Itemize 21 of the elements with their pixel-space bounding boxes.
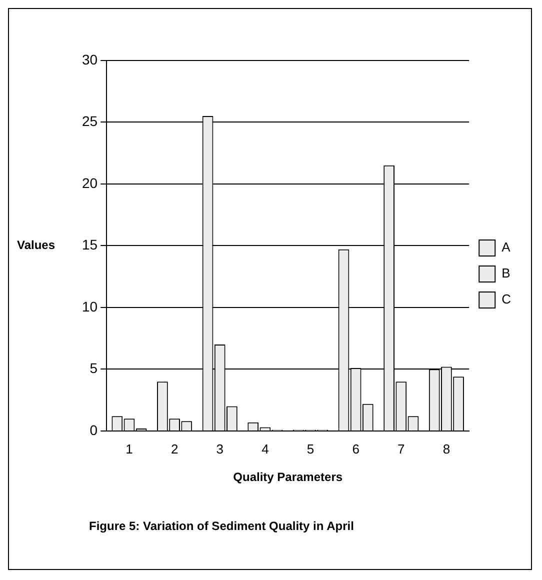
y-tick-label: 30 — [82, 51, 98, 68]
y-tick-label: 25 — [82, 113, 98, 130]
x-tick-label: 4 — [262, 441, 269, 456]
x-tick-label: 5 — [306, 441, 314, 456]
y-tick-label: 15 — [82, 236, 98, 253]
legend-label: B — [502, 266, 510, 281]
x-tick-label: 7 — [398, 441, 405, 456]
x-tick-label: 1 — [126, 441, 133, 456]
x-tick-label: 3 — [216, 441, 224, 456]
x-tick-label: 2 — [170, 441, 178, 456]
y-tick-label: 10 — [82, 298, 98, 314]
y-tick-label: 20 — [82, 174, 98, 191]
legend-label: A — [502, 240, 511, 255]
y-axis-title: Values — [17, 238, 56, 252]
x-tick-label: 8 — [442, 441, 450, 456]
y-tick-label: 0 — [90, 422, 98, 438]
x-tick-label: 6 — [352, 441, 360, 456]
legend-label: C — [502, 292, 511, 307]
y-tick-label: 5 — [90, 360, 98, 376]
caption: Figure 5: Variation of Sediment Quality in April — [89, 519, 355, 533]
x-axis-title: Quality Parameters — [233, 470, 343, 484]
